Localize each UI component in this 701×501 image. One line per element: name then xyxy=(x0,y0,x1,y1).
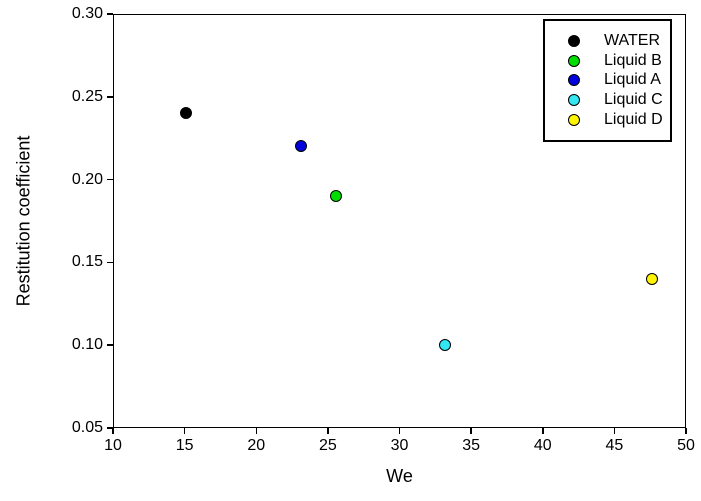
y-axis-tick xyxy=(107,344,113,346)
x-axis-tick-label: 15 xyxy=(175,437,194,454)
x-axis-tick xyxy=(470,428,472,434)
x-axis-tick-label: 50 xyxy=(677,437,695,454)
x-axis-tick xyxy=(112,428,114,434)
x-axis-tick-label: 30 xyxy=(390,437,409,454)
x-axis-tick xyxy=(542,428,544,434)
plot-area xyxy=(113,14,686,428)
legend-marker-circle-icon xyxy=(568,74,580,87)
legend-marker-circle-icon xyxy=(568,114,580,127)
legend-label: Liquid C xyxy=(604,91,663,109)
x-axis-tick-label: 35 xyxy=(462,437,481,454)
y-axis-tick-label: 0.30 xyxy=(71,5,103,22)
legend-marker-circle-icon xyxy=(568,54,580,67)
x-axis-tick-label: 25 xyxy=(318,437,337,454)
data-point-liquid-c xyxy=(439,339,452,352)
x-axis-tick-label: 20 xyxy=(247,437,266,454)
legend-item-water: WATER xyxy=(545,31,670,51)
y-axis-tick xyxy=(107,427,113,429)
y-axis-title: Restitution coefficient xyxy=(13,135,34,307)
x-axis-tick xyxy=(327,428,329,434)
y-axis-tick-label: 0.10 xyxy=(71,336,103,354)
y-axis-tick-label: 0.20 xyxy=(71,170,103,188)
legend-label: WATER xyxy=(604,31,660,49)
x-axis-tick xyxy=(255,428,257,434)
data-point-water xyxy=(180,107,193,120)
x-axis-tick-label: 45 xyxy=(605,437,624,454)
legend-item-liquid-b: Liquid B xyxy=(545,51,670,71)
legend-item-liquid-d: Liquid D xyxy=(545,110,670,130)
x-axis-tick-label: 10 xyxy=(104,437,122,454)
x-axis-tick xyxy=(183,428,186,434)
legend: WATER Liquid B Liquid A Liquid C Liquid D xyxy=(543,19,672,142)
y-axis-tick xyxy=(107,261,113,264)
legend-label: Liquid A xyxy=(604,71,661,89)
x-axis-title: We xyxy=(386,466,413,486)
legend-label: Liquid B xyxy=(604,51,662,69)
y-axis-tick-label: 0.25 xyxy=(71,87,103,105)
data-point-liquid-a xyxy=(294,140,307,153)
y-axis-tick-label: 0.05 xyxy=(71,419,103,436)
legend-label: Liquid D xyxy=(604,111,663,129)
legend-marker-circle-icon xyxy=(568,94,580,107)
x-axis-tick xyxy=(613,428,616,434)
x-axis-tick-label: 40 xyxy=(533,437,552,454)
legend-item-liquid-c: Liquid C xyxy=(545,90,670,110)
x-axis-tick xyxy=(685,428,687,434)
data-point-liquid-d xyxy=(645,272,658,285)
y-axis-tick-label: 0.15 xyxy=(71,253,103,271)
legend-item-liquid-a: Liquid A xyxy=(545,71,670,91)
y-axis-tick xyxy=(107,13,113,15)
y-axis-tick xyxy=(107,96,113,98)
y-axis-tick xyxy=(107,178,113,181)
x-axis-tick xyxy=(398,428,401,434)
legend-marker-circle-icon xyxy=(568,34,580,47)
data-point-liquid-b xyxy=(330,190,343,203)
